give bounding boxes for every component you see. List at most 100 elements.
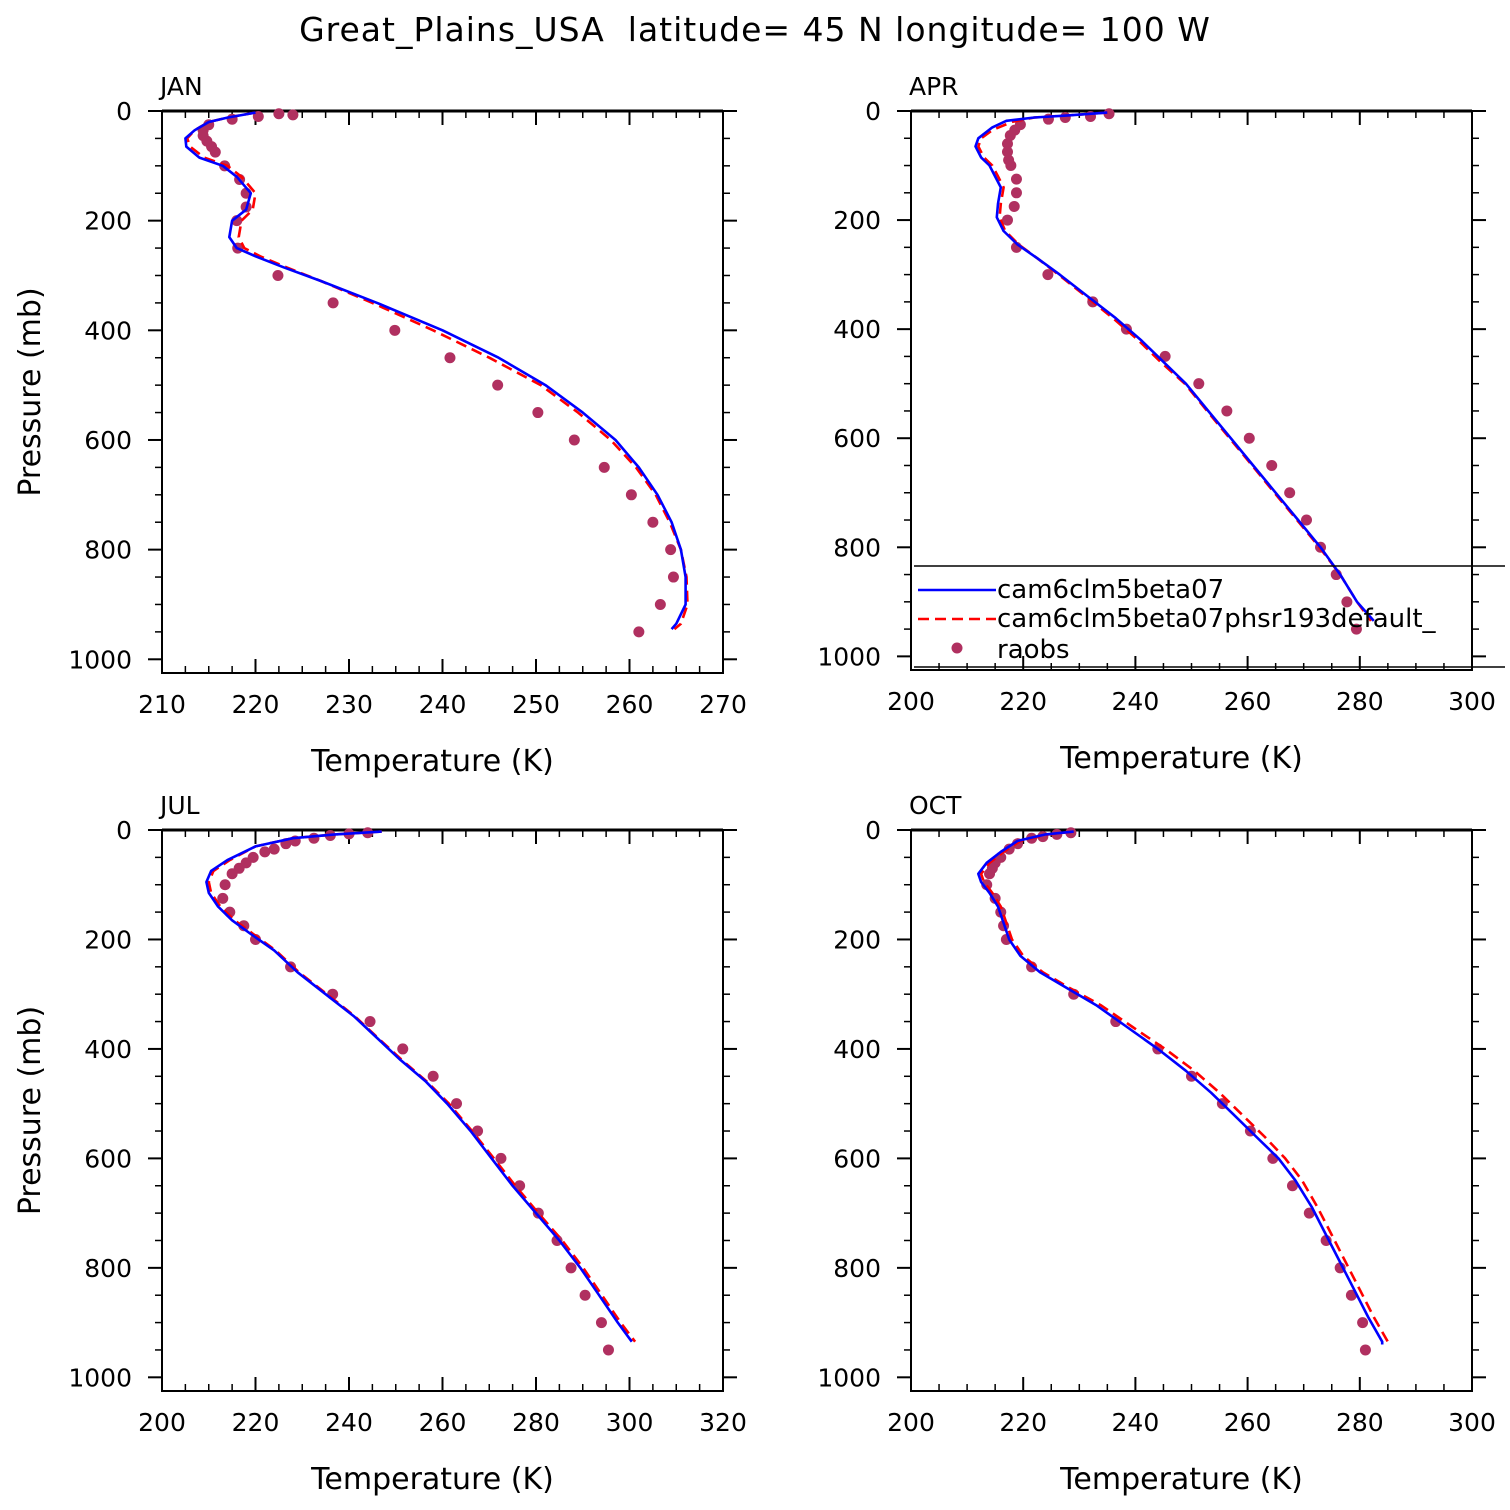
series-line-cam6clm5beta07 [974, 111, 1375, 622]
raobs-point [472, 1125, 484, 1137]
raobs-point [551, 1234, 563, 1246]
raobs-point [427, 1070, 439, 1082]
raobs-point [625, 489, 637, 501]
legend-entry-label: cam6clm5beta07phsr193default_ [997, 604, 1437, 634]
x-tick-label: 260 [419, 1408, 467, 1437]
raobs-point [1243, 432, 1255, 444]
x-tick-label: 240 [325, 1408, 373, 1437]
x-tick-label: 300 [606, 1408, 654, 1437]
y-tick-label: 200 [84, 207, 132, 236]
panel-jul: 200 220 240 260 280 300 320 0 200 400 600 800 1000 JU… [13, 791, 747, 1497]
x-tick-label: 230 [325, 690, 373, 719]
y-tick-label: 600 [84, 426, 132, 455]
y-tick-label: 800 [833, 533, 881, 562]
x-tick-label: 260 [606, 690, 654, 719]
data-layer [205, 827, 637, 1356]
legend-entry-label: raobs [997, 635, 1070, 665]
raobs-point [1193, 378, 1205, 390]
x-tick-label: 240 [1112, 1408, 1160, 1437]
y-tick-label: 1000 [68, 645, 132, 674]
figure-title: Great_Plains_USA latitude= 45 N longitud… [299, 10, 1211, 49]
data-layer [977, 827, 1390, 1356]
raobs-point [1357, 1317, 1369, 1329]
y-tick-label: 800 [833, 1254, 881, 1283]
raobs-point [492, 379, 504, 391]
series-line-cam6clm5beta07phsr193default [185, 111, 689, 631]
x-tick-label: 270 [699, 690, 747, 719]
raobs-point [532, 407, 544, 419]
raobs-point [633, 626, 645, 638]
raobs-point [647, 516, 659, 528]
y-axis-label: Pressure (mb) [13, 1006, 48, 1215]
x-tick-label: 220 [232, 690, 280, 719]
y-tick-label: 800 [84, 536, 132, 565]
x-tick-label: 320 [699, 1408, 747, 1437]
x-axis-label: Temperature (K) [310, 744, 554, 779]
legend-entry-label: cam6clm5beta07 [997, 575, 1224, 605]
raobs-point [595, 1317, 607, 1329]
y-axis-label: Pressure (mb) [13, 287, 48, 496]
x-tick-label: 220 [999, 1408, 1047, 1437]
raobs-point [1010, 187, 1022, 199]
raobs-point [209, 146, 221, 158]
raobs-point [1059, 112, 1071, 124]
panel-label: JUL [158, 791, 200, 820]
x-tick-label: 300 [1448, 687, 1496, 716]
data-layer [974, 108, 1375, 635]
x-tick-label: 250 [512, 690, 560, 719]
plot-frame [910, 829, 1473, 1392]
raobs-point [1005, 160, 1017, 172]
raobs-point [451, 1098, 463, 1110]
y-tick-label: 600 [833, 424, 881, 453]
y-tick-label: 400 [84, 316, 132, 345]
raobs-point [1301, 514, 1313, 526]
y-tick-label: 200 [833, 925, 881, 954]
panel-label: JAN [158, 72, 203, 101]
raobs-point [389, 324, 401, 336]
raobs-point [1341, 596, 1353, 608]
raobs-point [1001, 138, 1013, 150]
raobs-point [1345, 1289, 1357, 1301]
y-tick-label: 0 [865, 97, 881, 126]
x-tick-label: 210 [138, 690, 186, 719]
series-line-cam6clm5beta07 [205, 830, 633, 1343]
legend-swatch-dot [951, 642, 963, 654]
raobs-point [226, 868, 238, 880]
y-tick-label: 800 [84, 1254, 132, 1283]
x-tick-label: 240 [1112, 687, 1160, 716]
raobs-point [308, 832, 320, 844]
raobs-point [1221, 405, 1233, 417]
series-line-cam6clm5beta07 [184, 111, 687, 630]
raobs-point [273, 108, 285, 120]
panel-label: OCT [909, 791, 962, 820]
y-tick-label: 200 [84, 925, 132, 954]
x-tick-label: 280 [1336, 1408, 1384, 1437]
raobs-point [565, 1262, 577, 1274]
x-tick-label: 280 [1336, 687, 1384, 716]
raobs-point [364, 1016, 376, 1028]
raobs-point [444, 352, 456, 364]
data-layer [184, 108, 689, 638]
y-tick-label: 400 [833, 315, 881, 344]
raobs-point [665, 544, 677, 556]
x-tick-label: 300 [1448, 1408, 1496, 1437]
y-tick-label: 1000 [68, 1363, 132, 1392]
raobs-point [1001, 214, 1013, 226]
x-tick-label: 200 [138, 1408, 186, 1437]
series-line-cam6clm5beta07 [977, 830, 1384, 1345]
x-tick-label: 240 [419, 690, 467, 719]
raobs-point [217, 892, 229, 904]
legend: cam6clm5beta07cam6clm5beta07phsr193defau… [914, 565, 1505, 668]
y-tick-label: 1000 [817, 642, 881, 671]
raobs-point [667, 571, 679, 583]
raobs-point [1008, 200, 1020, 212]
x-axis-label: Temperature (K) [310, 1462, 554, 1497]
raobs-point [1350, 623, 1362, 635]
x-tick-label: 260 [1224, 687, 1272, 716]
x-axis-label: Temperature (K) [1059, 1462, 1303, 1497]
y-tick-label: 0 [116, 816, 132, 845]
raobs-point [598, 461, 610, 473]
raobs-point [1284, 487, 1296, 499]
raobs-point [287, 109, 299, 121]
